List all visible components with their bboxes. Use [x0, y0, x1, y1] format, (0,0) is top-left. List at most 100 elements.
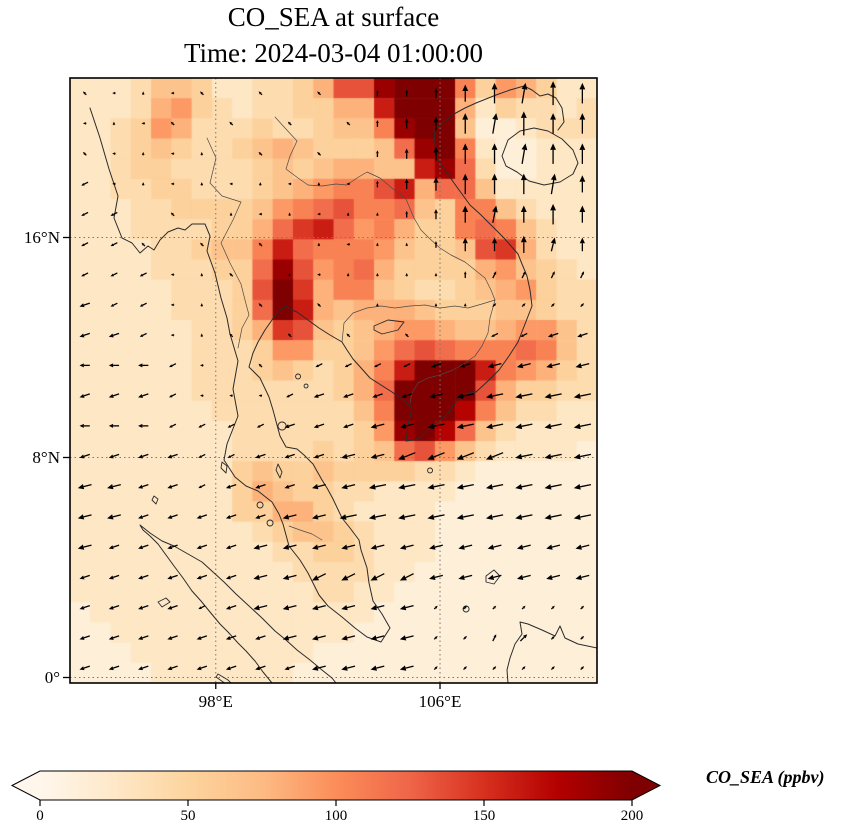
- wind-arrow: [200, 364, 204, 367]
- wind-arrow: [108, 453, 120, 459]
- wind-arrow: [317, 151, 322, 156]
- wind-arrow: [405, 210, 409, 218]
- wind-arrow: [110, 211, 118, 216]
- wind-arrow: [167, 635, 178, 640]
- wind-arrow: [284, 453, 295, 459]
- wind-arrow: [108, 574, 120, 580]
- wind-arrow: [198, 423, 206, 428]
- wind-arrow: [258, 182, 262, 186]
- wind-arrow: [315, 363, 323, 368]
- wind-arrow: [579, 113, 586, 134]
- wind-arrow: [519, 634, 528, 642]
- wind-arrow: [169, 393, 177, 398]
- wind-arrow: [255, 484, 266, 489]
- wind-arrow: [520, 205, 527, 223]
- wind-arrow: [196, 544, 208, 550]
- wind-arrow: [317, 182, 321, 186]
- country-border-path: [288, 525, 323, 541]
- wind-arrow: [229, 121, 234, 126]
- wind-arrow: [398, 514, 416, 520]
- wind-arrow: [485, 514, 504, 520]
- wind-arrow: [138, 393, 149, 398]
- wind-arrow: [516, 363, 531, 369]
- wind-arrow: [433, 635, 438, 640]
- wind-arrow: [108, 544, 120, 550]
- wind-arrow: [79, 423, 90, 428]
- wind-arrow: [253, 605, 268, 611]
- wind-arrow: [520, 173, 527, 195]
- wind-arrow: [573, 514, 592, 520]
- wind-arrow: [458, 574, 473, 580]
- wind-arrow: [167, 544, 178, 550]
- wind-arrow: [550, 271, 555, 279]
- wind-arrow: [138, 423, 149, 428]
- wind-arrow: [346, 243, 350, 246]
- wind-arrow: [196, 635, 208, 640]
- wind-arrow: [399, 544, 414, 550]
- wind-arrow: [138, 665, 149, 671]
- wind-arrow: [200, 333, 204, 337]
- wind-arrow: [399, 635, 414, 641]
- wind-arrow: [225, 514, 237, 519]
- wind-arrow: [141, 122, 145, 125]
- wind-arrow: [404, 178, 409, 190]
- wind-arrow: [196, 665, 208, 671]
- wind-arrow: [167, 453, 178, 459]
- wind-arrow: [550, 81, 557, 106]
- wind-arrow: [229, 182, 233, 186]
- wind-arrow: [399, 665, 414, 671]
- wind-arrow: [169, 363, 177, 368]
- wind-arrow: [462, 237, 468, 252]
- wind-arrow: [487, 544, 502, 550]
- wind-arrow: [227, 423, 235, 428]
- wind-arrow: [229, 272, 234, 277]
- wind-arrow: [253, 544, 268, 550]
- wind-arrow: [463, 666, 467, 671]
- wind-arrow: [550, 605, 555, 610]
- wind-arrow: [341, 544, 356, 550]
- wind-arrow: [346, 182, 350, 186]
- wind-arrow: [546, 363, 561, 369]
- wind-arrow: [376, 272, 379, 277]
- figure-subtitle: Time: 2024-03-04 01:00:00: [183, 38, 484, 68]
- wind-arrow: [573, 453, 592, 460]
- wind-arrow: [138, 635, 149, 640]
- wind-arrow: [370, 635, 385, 641]
- wind-arrow: [462, 173, 469, 195]
- wind-arrow: [82, 91, 87, 96]
- island-path: [427, 467, 433, 474]
- wind-arrow: [492, 303, 497, 308]
- wind-arrow: [282, 544, 297, 550]
- wind-arrow: [487, 363, 502, 369]
- wind-arrow: [312, 665, 326, 671]
- wind-arrow: [544, 483, 562, 490]
- wind-arrow: [342, 423, 354, 429]
- wind-arrow: [167, 665, 178, 671]
- colorbar-tick-label: 100: [324, 808, 348, 824]
- wind-arrow: [196, 574, 208, 580]
- wind-arrow: [429, 393, 443, 399]
- wind-arrow: [521, 666, 526, 671]
- wind-arrow: [462, 205, 469, 223]
- wind-arrow: [312, 514, 326, 520]
- wind-arrow: [108, 332, 120, 338]
- wind-arrow: [108, 635, 120, 640]
- wind-arrow: [225, 635, 237, 640]
- wind-arrow: [550, 666, 555, 671]
- wind-arrow: [579, 82, 586, 104]
- wind-arrow: [376, 242, 379, 247]
- wind-arrow: [312, 544, 326, 550]
- wind-arrow: [229, 394, 233, 397]
- wind-arrow: [463, 605, 467, 610]
- wind-arrow: [317, 212, 321, 216]
- wind-arrow: [258, 394, 263, 397]
- wind-arrow: [108, 423, 120, 428]
- wind-arrow: [520, 332, 528, 337]
- wind-arrow: [403, 363, 411, 368]
- wind-arrow: [463, 635, 467, 640]
- wind-arrow: [573, 483, 592, 490]
- wind-quiver-layer: [77, 81, 592, 671]
- wind-arrow: [313, 423, 325, 429]
- country-borders-layer: [206, 116, 496, 541]
- wind-arrow: [253, 574, 268, 580]
